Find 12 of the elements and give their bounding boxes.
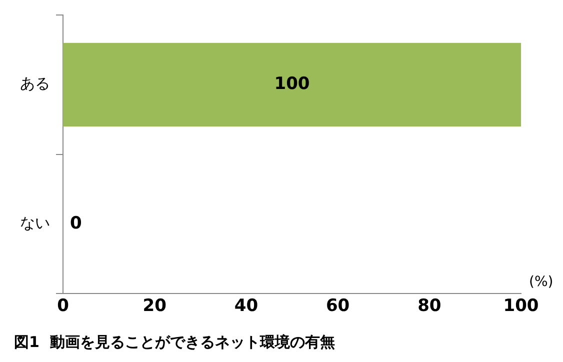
text: 図1 動画を見ることができるネット環境の有無: [14, 332, 335, 351]
x-tick-label: 20: [142, 296, 167, 316]
x-tick-label: 80: [418, 296, 442, 316]
x-tick-label: 0: [57, 296, 70, 316]
x-axis-title: (%): [529, 274, 554, 290]
data-label: 100: [274, 74, 310, 94]
x-tick-label: 60: [326, 296, 350, 316]
y-tick-label: ない: [20, 214, 50, 232]
y-tick-label: ある: [20, 74, 50, 93]
x-tick-label: 100: [503, 296, 539, 316]
x-tick-label: 40: [234, 296, 258, 316]
data-label: 0: [70, 213, 82, 234]
